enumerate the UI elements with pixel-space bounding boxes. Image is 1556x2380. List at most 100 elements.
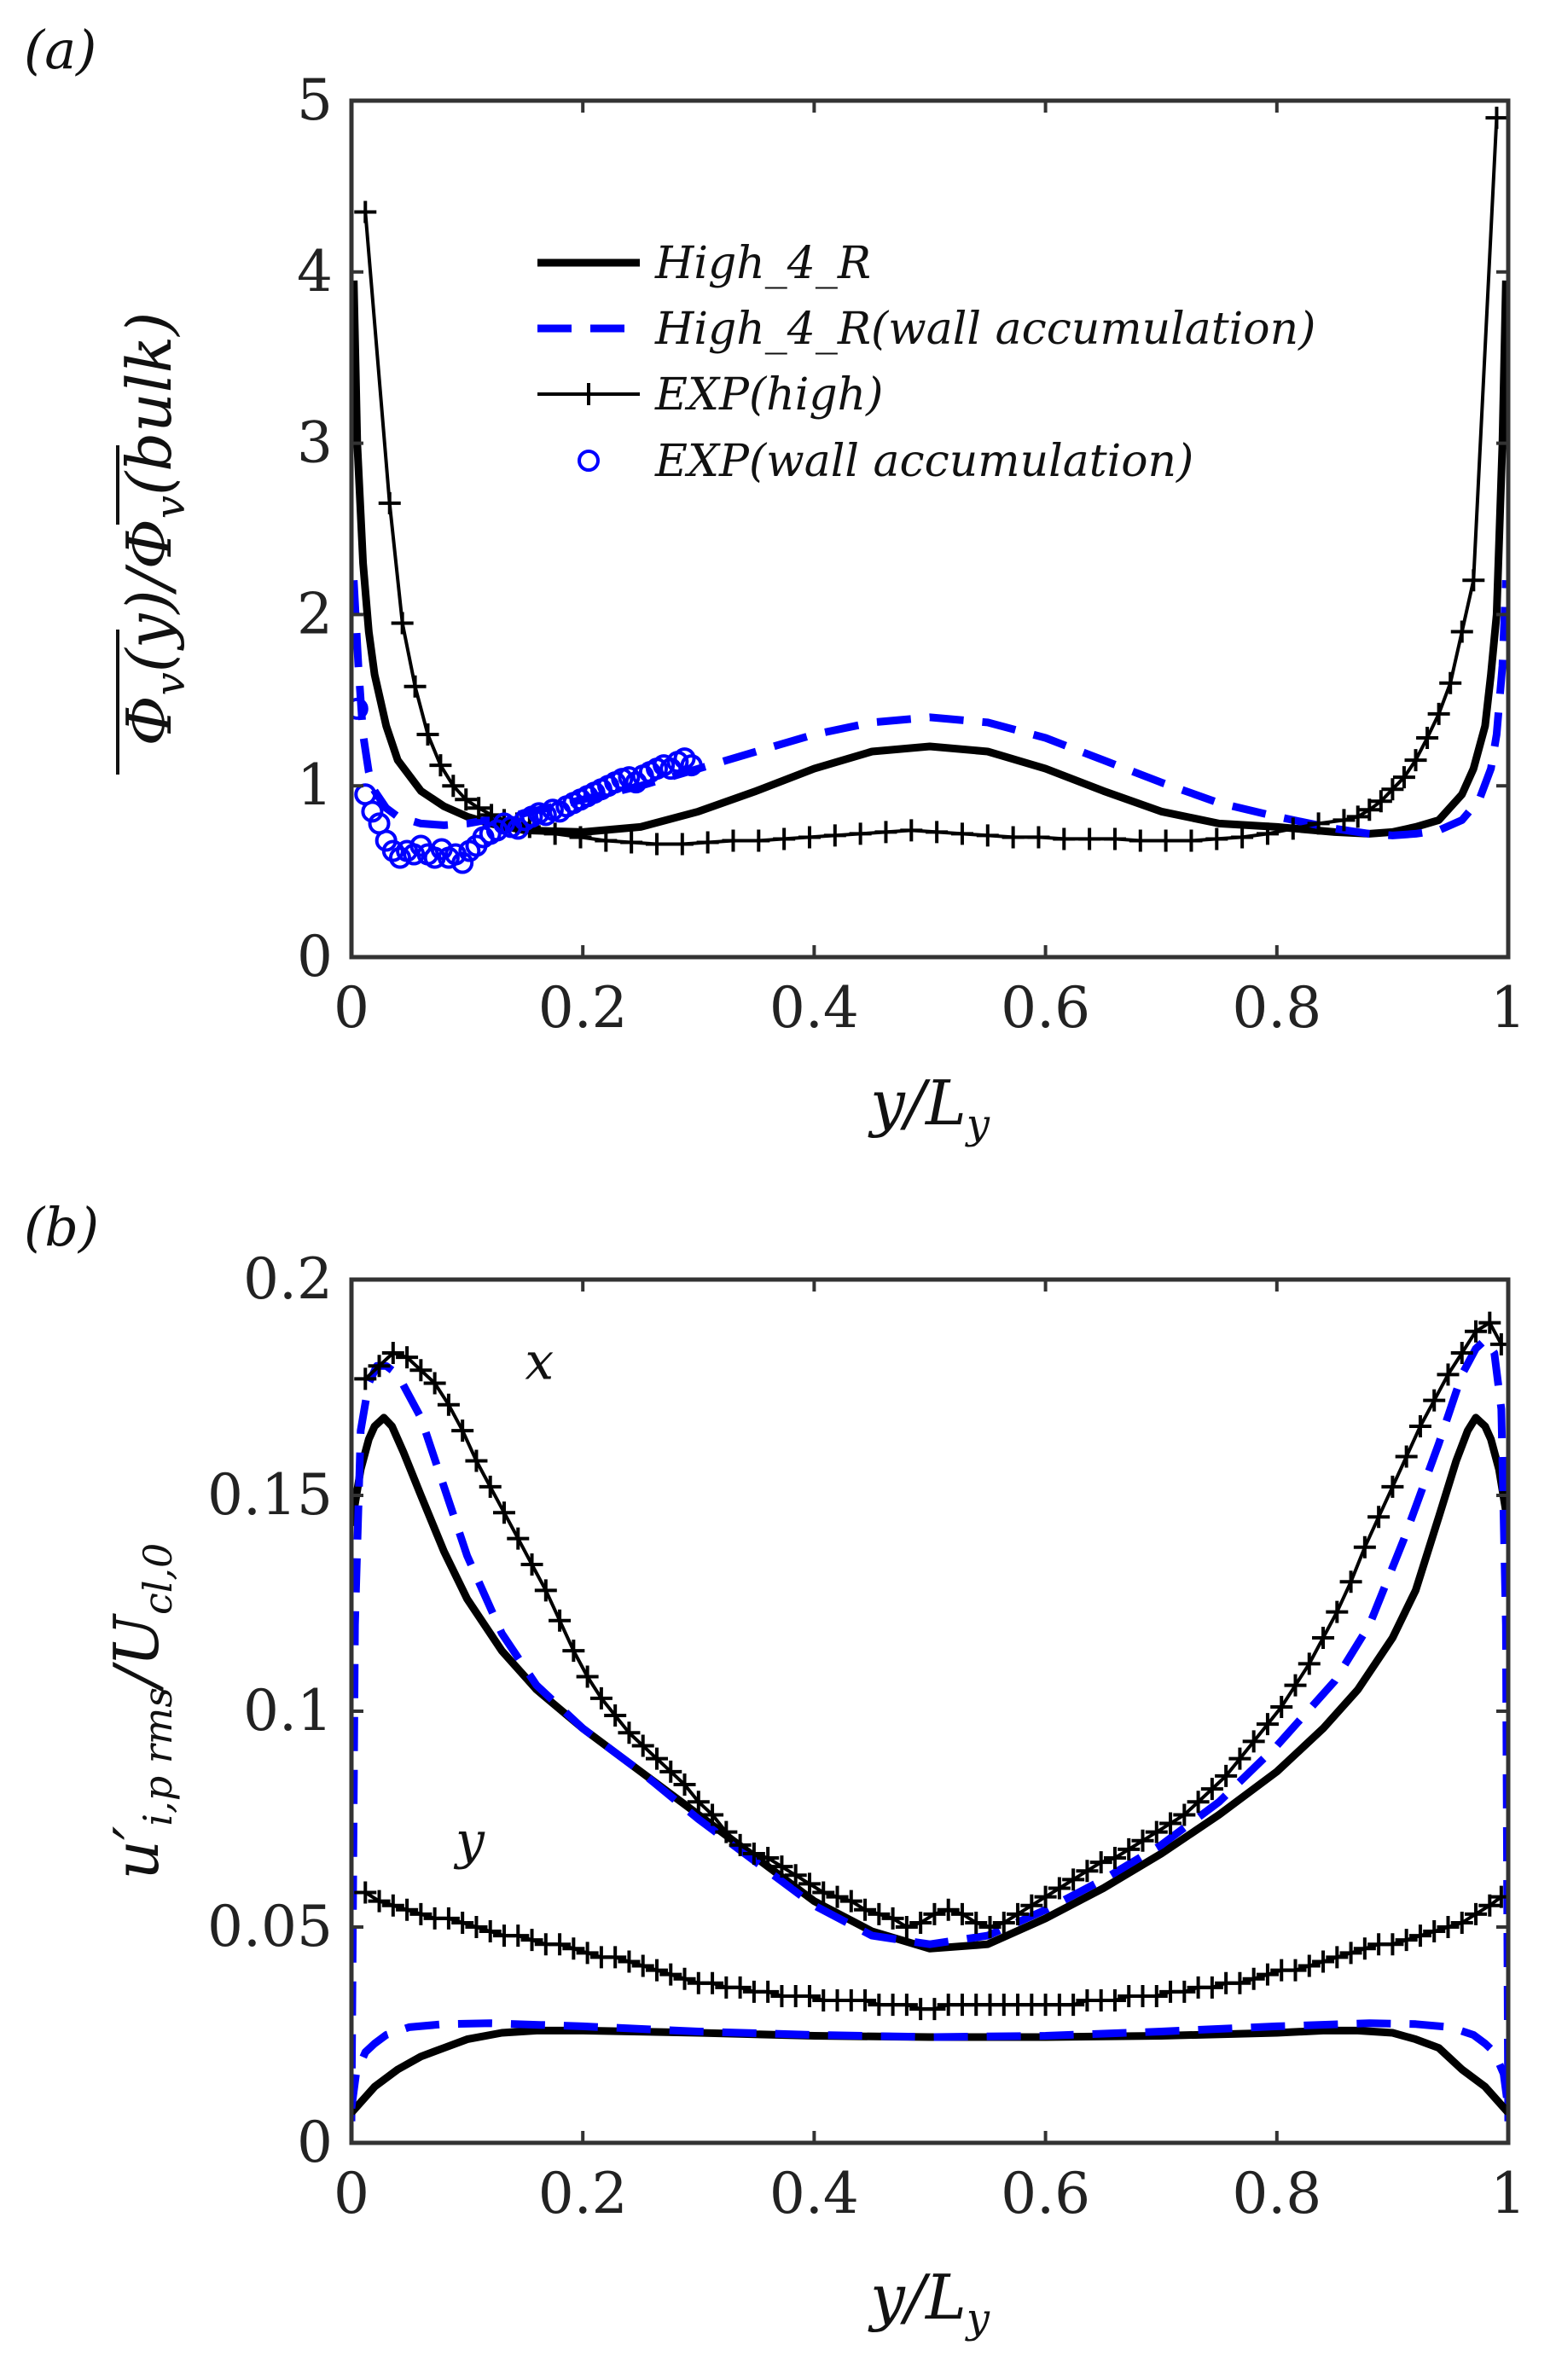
marker-x-exp bbox=[631, 1734, 654, 1757]
panel-b-plot bbox=[351, 1311, 1508, 2122]
marker-x-exp bbox=[1034, 1885, 1057, 1908]
marker-y-exp bbox=[576, 1942, 599, 1965]
marker-y-exp bbox=[1408, 1924, 1431, 1948]
panel-a-frame bbox=[349, 98, 1511, 960]
marker-x-exp bbox=[1450, 1342, 1473, 1365]
marker-x-exp bbox=[854, 1898, 877, 1921]
marker-y-exp bbox=[1326, 1946, 1349, 1969]
marker-x-exp bbox=[1020, 1894, 1043, 1917]
marker-exp-high bbox=[404, 675, 427, 698]
marker-exp-high bbox=[1462, 569, 1485, 592]
marker-y-exp bbox=[1489, 1885, 1508, 1908]
marker-y-exp bbox=[1242, 1967, 1265, 1990]
marker-y-exp bbox=[1062, 1994, 1085, 2017]
y-tick-label: 4 bbox=[297, 239, 333, 305]
line-y-wall bbox=[351, 2019, 1508, 2110]
marker-x-exp bbox=[812, 1881, 835, 1904]
marker-exp-high bbox=[823, 824, 846, 847]
marker-y-exp bbox=[1200, 1976, 1223, 1999]
marker-exp-high bbox=[378, 491, 401, 514]
marker-exp-high bbox=[1392, 766, 1415, 789]
marker-y-exp bbox=[396, 1898, 419, 1921]
marker-exp-high bbox=[1180, 829, 1203, 852]
marker-exp-high bbox=[1439, 671, 1462, 694]
marker-y-exp bbox=[368, 1889, 391, 1913]
marker-y-exp bbox=[1256, 1963, 1279, 1986]
marker-x-exp bbox=[1200, 1778, 1223, 1801]
marker-x-exp bbox=[1298, 1652, 1321, 1675]
marker-exp-high bbox=[1002, 826, 1025, 849]
marker-y-exp bbox=[923, 1998, 946, 2021]
marker-exp-high bbox=[1231, 826, 1254, 849]
marker-y-exp bbox=[381, 1894, 404, 1917]
marker-y-exp bbox=[673, 1967, 696, 1990]
marker-exp-wall-accumulation bbox=[659, 758, 682, 781]
line-x-sim bbox=[351, 1413, 1508, 1953]
x-tick-label: 0.6 bbox=[1001, 2161, 1090, 2226]
marker-exp-high bbox=[354, 200, 377, 223]
marker-exp-wall-accumulation bbox=[673, 747, 696, 770]
marker-exp-high bbox=[645, 833, 668, 856]
marker-y-exp bbox=[354, 1881, 377, 1904]
marker-x-exp bbox=[604, 1704, 627, 1727]
marker-exp-wall-accumulation bbox=[388, 846, 411, 869]
x-tick-label: 0.2 bbox=[538, 975, 628, 1041]
marker-x-exp bbox=[1339, 1570, 1362, 1593]
y-tick-label: 3 bbox=[297, 410, 333, 476]
marker-y-exp bbox=[1103, 1989, 1126, 2012]
marker-x-exp bbox=[1423, 1389, 1446, 1412]
marker-y-exp bbox=[507, 1924, 530, 1948]
marker-x-exp bbox=[1395, 1445, 1418, 1468]
marker-y-exp bbox=[1228, 1971, 1251, 1994]
marker-exp-high bbox=[1103, 827, 1126, 850]
marker-exp-high bbox=[1205, 827, 1228, 850]
marker-y-exp bbox=[437, 1907, 460, 1930]
x-tick-label: 0.8 bbox=[1232, 975, 1321, 1041]
legend: High_4_R High_4_R(wall accumulation) EXP(h… bbox=[537, 238, 1315, 487]
marker-y-exp bbox=[1423, 1920, 1446, 1943]
marker-y-exp bbox=[520, 1929, 543, 1952]
marker-x-exp bbox=[1076, 1860, 1099, 1883]
panel-b-label: (b) bbox=[24, 1196, 99, 1258]
marker-x-exp bbox=[1159, 1812, 1182, 1835]
marker-x-exp bbox=[492, 1501, 515, 1524]
marker-y-exp bbox=[895, 1994, 918, 2017]
marker-x-exp bbox=[1118, 1837, 1141, 1860]
marker-exp-wall-accumulation bbox=[361, 800, 384, 823]
marker-exp-high bbox=[391, 612, 414, 635]
line-high-4-r bbox=[351, 280, 1508, 838]
marker-exp-high bbox=[696, 831, 719, 854]
marker-exp-high bbox=[442, 775, 465, 798]
marker-y-exp bbox=[549, 1933, 572, 1956]
marker-exp-wall-accumulation bbox=[680, 754, 703, 777]
marker-exp-high bbox=[1427, 702, 1450, 725]
y-tick-label: 0.15 bbox=[207, 1462, 333, 1528]
marker-x-exp bbox=[1131, 1829, 1154, 1852]
marker-x-exp bbox=[618, 1721, 641, 1744]
x-tick-label: 0.4 bbox=[769, 2161, 859, 2226]
marker-y-exp bbox=[1312, 1950, 1335, 1973]
marker-exp-high bbox=[671, 833, 694, 856]
marker-y-exp bbox=[409, 1902, 433, 1925]
marker-x-exp bbox=[798, 1872, 821, 1895]
marker-y-exp bbox=[1465, 1902, 1488, 1925]
marker-exp-high bbox=[747, 829, 770, 852]
legend-entry: High_4_R bbox=[537, 238, 871, 289]
y-tick-label: 0.2 bbox=[243, 1246, 333, 1312]
marker-exp-wall-accumulation bbox=[624, 771, 647, 794]
marker-x-exp bbox=[576, 1665, 599, 1688]
marker-y-exp bbox=[618, 1950, 641, 1973]
marker-exp-high bbox=[455, 788, 478, 811]
panel-a-ticks: 0 0.2 0.4 0.6 0.8 1 0 1 2 3 4 5 bbox=[297, 67, 1526, 1041]
y-tick-label: 0 bbox=[297, 2110, 333, 2175]
line-y-sim bbox=[351, 2026, 1508, 2116]
marker-exp-high bbox=[620, 831, 643, 854]
x-tick-label: 1 bbox=[1490, 975, 1526, 1041]
marker-exp-high bbox=[1154, 829, 1177, 852]
marker-y-exp bbox=[1381, 1933, 1404, 1956]
x-tick-label: 0.4 bbox=[769, 975, 859, 1041]
marker-exp-high bbox=[1346, 805, 1369, 828]
marker-y-exp bbox=[757, 1980, 780, 2003]
marker-x-exp bbox=[451, 1419, 474, 1443]
marker-x-exp bbox=[881, 1907, 904, 1930]
